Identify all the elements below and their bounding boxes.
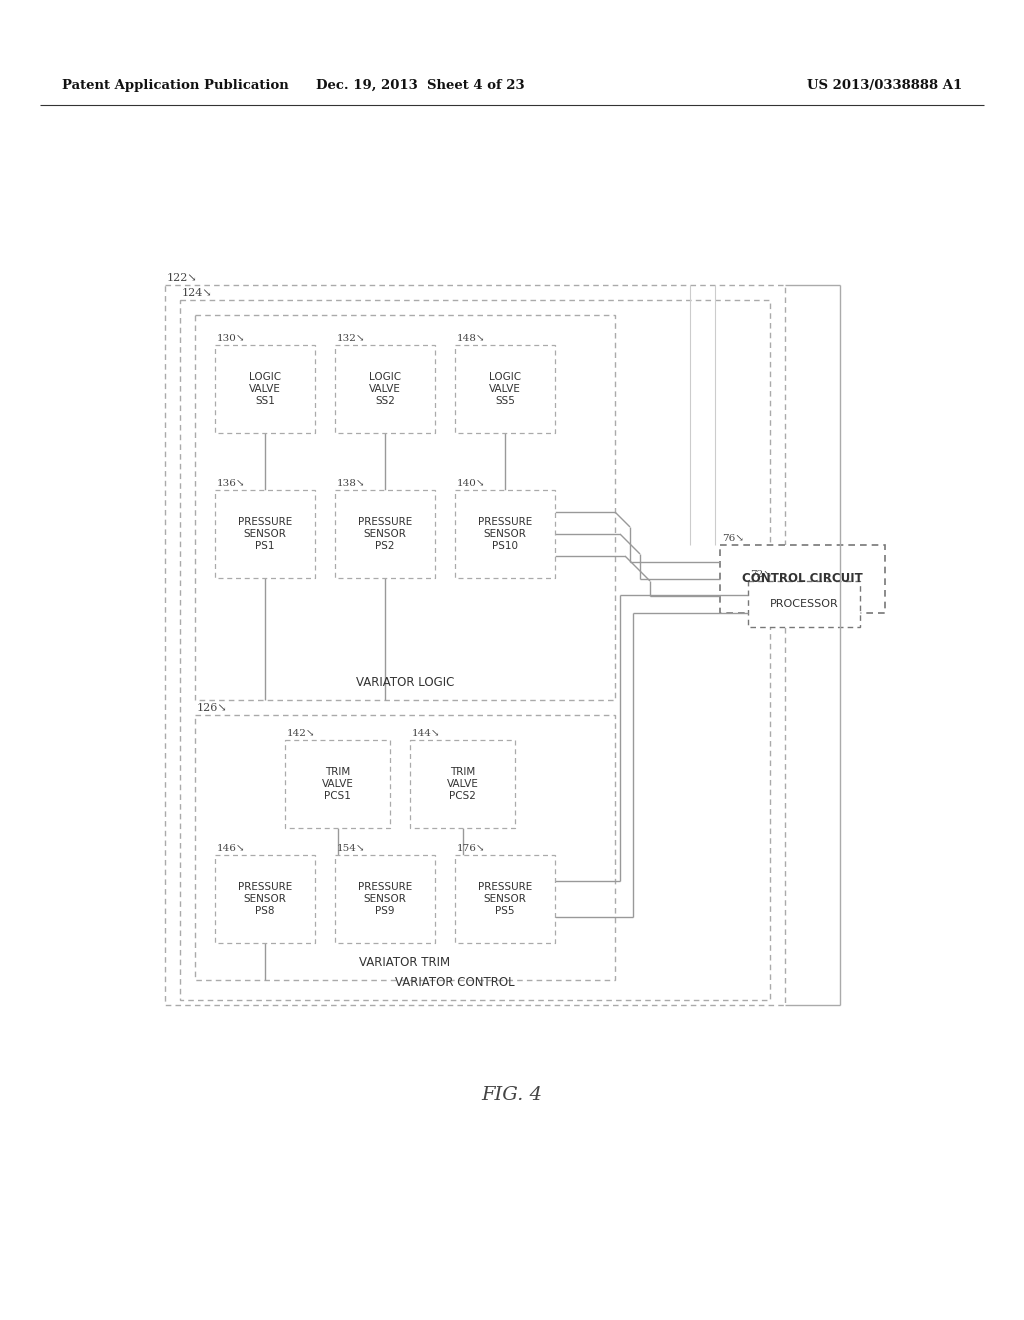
Bar — [720, 545, 885, 612]
Text: PRESSURE
SENSOR
PS1: PRESSURE SENSOR PS1 — [238, 517, 292, 550]
Text: 132↘: 132↘ — [337, 334, 366, 343]
Text: PRESSURE
SENSOR
PS10: PRESSURE SENSOR PS10 — [478, 517, 532, 550]
Text: PRESSURE
SENSOR
PS8: PRESSURE SENSOR PS8 — [238, 882, 292, 916]
Text: PRESSURE
SENSOR
PS5: PRESSURE SENSOR PS5 — [478, 882, 532, 916]
Text: 146↘: 146↘ — [217, 843, 246, 853]
Text: 138↘: 138↘ — [337, 479, 366, 488]
Text: 72↘: 72↘ — [750, 570, 772, 579]
Text: 130↘: 130↘ — [217, 334, 246, 343]
Bar — [410, 741, 515, 828]
Text: 140↘: 140↘ — [457, 479, 485, 488]
Bar — [455, 490, 555, 578]
Text: PRESSURE
SENSOR
PS9: PRESSURE SENSOR PS9 — [357, 882, 412, 916]
Bar — [195, 315, 615, 700]
Text: US 2013/0338888 A1: US 2013/0338888 A1 — [807, 78, 962, 91]
Bar — [215, 345, 315, 433]
Text: 76↘: 76↘ — [722, 535, 744, 543]
Text: FIG. 4: FIG. 4 — [481, 1086, 543, 1104]
Text: 136↘: 136↘ — [217, 479, 246, 488]
Text: LOGIC
VALVE
SS2: LOGIC VALVE SS2 — [369, 372, 401, 405]
Text: TRIM
VALVE
PCS2: TRIM VALVE PCS2 — [446, 767, 478, 801]
Bar — [180, 300, 770, 1001]
Text: 126↘: 126↘ — [197, 704, 227, 713]
Text: 154↘: 154↘ — [337, 843, 366, 853]
Bar — [285, 741, 390, 828]
Bar — [215, 855, 315, 942]
Bar — [195, 715, 615, 979]
Bar — [455, 855, 555, 942]
Bar — [455, 345, 555, 433]
Text: VARIATOR TRIM: VARIATOR TRIM — [359, 956, 451, 969]
Text: 144↘: 144↘ — [412, 729, 440, 738]
Bar — [335, 855, 435, 942]
Text: 176↘: 176↘ — [457, 843, 485, 853]
Text: Dec. 19, 2013  Sheet 4 of 23: Dec. 19, 2013 Sheet 4 of 23 — [315, 78, 524, 91]
Text: PRESSURE
SENSOR
PS2: PRESSURE SENSOR PS2 — [357, 517, 412, 550]
Text: 124↘: 124↘ — [182, 288, 213, 298]
Bar — [335, 490, 435, 578]
Text: CONTROL CIRCUIT: CONTROL CIRCUIT — [742, 573, 863, 586]
Text: VARIATOR CONTROL: VARIATOR CONTROL — [395, 975, 515, 989]
Text: TRIM
VALVE
PCS1: TRIM VALVE PCS1 — [322, 767, 353, 801]
Text: LOGIC
VALVE
SS5: LOGIC VALVE SS5 — [488, 372, 521, 405]
Text: Patent Application Publication: Patent Application Publication — [62, 78, 289, 91]
Text: VARIATOR LOGIC: VARIATOR LOGIC — [355, 676, 455, 689]
Bar — [748, 581, 860, 627]
Bar — [215, 490, 315, 578]
Text: 122↘: 122↘ — [167, 273, 198, 282]
Text: PROCESSOR: PROCESSOR — [770, 599, 839, 609]
Text: 148↘: 148↘ — [457, 334, 485, 343]
Bar — [165, 285, 785, 1005]
Bar — [335, 345, 435, 433]
Text: 142↘: 142↘ — [287, 729, 315, 738]
Text: LOGIC
VALVE
SS1: LOGIC VALVE SS1 — [249, 372, 281, 405]
